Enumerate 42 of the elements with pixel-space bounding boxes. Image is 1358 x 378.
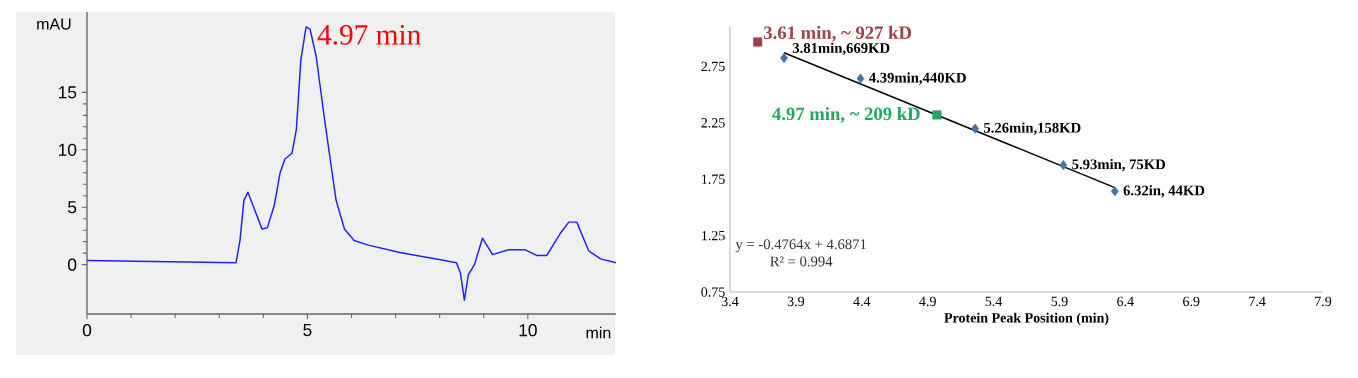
x-tick-label: 10: [519, 324, 537, 337]
x-tick-label: 7.9: [1315, 296, 1332, 307]
data-label: 4.39min,440KD: [868, 72, 966, 85]
x-tick-label: 4.9: [919, 296, 936, 307]
y-tick-label: 2.25: [701, 118, 725, 128]
x-axis-title: Protein Peak Position (min): [944, 312, 1109, 326]
y-tick-label: 10: [59, 143, 77, 156]
data-label: 5.26min,158KD: [983, 122, 1081, 135]
x-tick-label: 5.9: [1051, 296, 1068, 307]
y-tick-label: 1.25: [702, 230, 725, 241]
point: [856, 73, 865, 84]
line-series: [86, 26, 617, 301]
x-tick-label: 6.4: [1117, 296, 1134, 307]
y-tick-label: 15: [59, 86, 77, 99]
y-tick-label: 0: [67, 258, 77, 271]
point: [1110, 186, 1119, 197]
annotation: y = -0.4764x + 4.6871: [735, 239, 866, 253]
data-label: 4.97 min, ~ 209 kD: [772, 107, 920, 123]
x-axis-title: min: [586, 326, 611, 339]
annotation: R² = 0.994: [770, 256, 833, 267]
data-label: 6.32in, 44KD: [1123, 185, 1205, 198]
y-tick-label: 2.75: [701, 61, 725, 72]
x-tick-label: 3.4: [721, 296, 739, 307]
x-tick-label: 5: [303, 324, 312, 337]
point: [753, 37, 763, 47]
y-axis-title: mAU: [37, 18, 71, 30]
point: [1059, 160, 1068, 171]
y-tick-label: 5: [68, 201, 77, 214]
y-tick-label: 1.75: [702, 174, 725, 184]
y-tick-label: 0.75: [701, 287, 725, 297]
data-label: 3.81min,669KD: [792, 42, 890, 56]
data-label: 3.61 min, ~ 927 kD: [764, 25, 912, 42]
data-label: 5.93min, 75KD: [1072, 158, 1166, 172]
x-tick-label: 6.9: [1183, 296, 1200, 307]
point: [932, 110, 942, 120]
annotation: 4.97 min: [317, 25, 421, 45]
point: [971, 123, 979, 134]
x-tick-label: 0: [82, 324, 92, 337]
x-tick-label: 7.4: [1249, 296, 1266, 307]
x-tick-label: 3.9: [787, 296, 805, 307]
x-tick-label: 4.4: [853, 296, 871, 307]
x-tick-label: 5.4: [985, 296, 1003, 307]
